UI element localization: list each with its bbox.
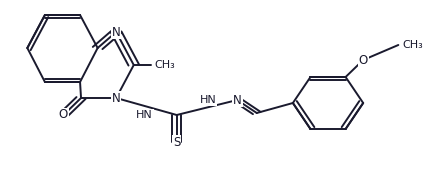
Text: CH₃: CH₃ — [403, 40, 423, 50]
Text: CH₃: CH₃ — [155, 60, 176, 70]
Text: O: O — [59, 109, 68, 121]
Text: N: N — [112, 91, 121, 105]
Text: HN: HN — [136, 110, 153, 120]
Text: HN: HN — [199, 95, 216, 105]
Text: S: S — [173, 135, 180, 148]
Text: N: N — [112, 26, 121, 38]
Text: N: N — [233, 93, 242, 107]
Text: O: O — [359, 54, 368, 66]
